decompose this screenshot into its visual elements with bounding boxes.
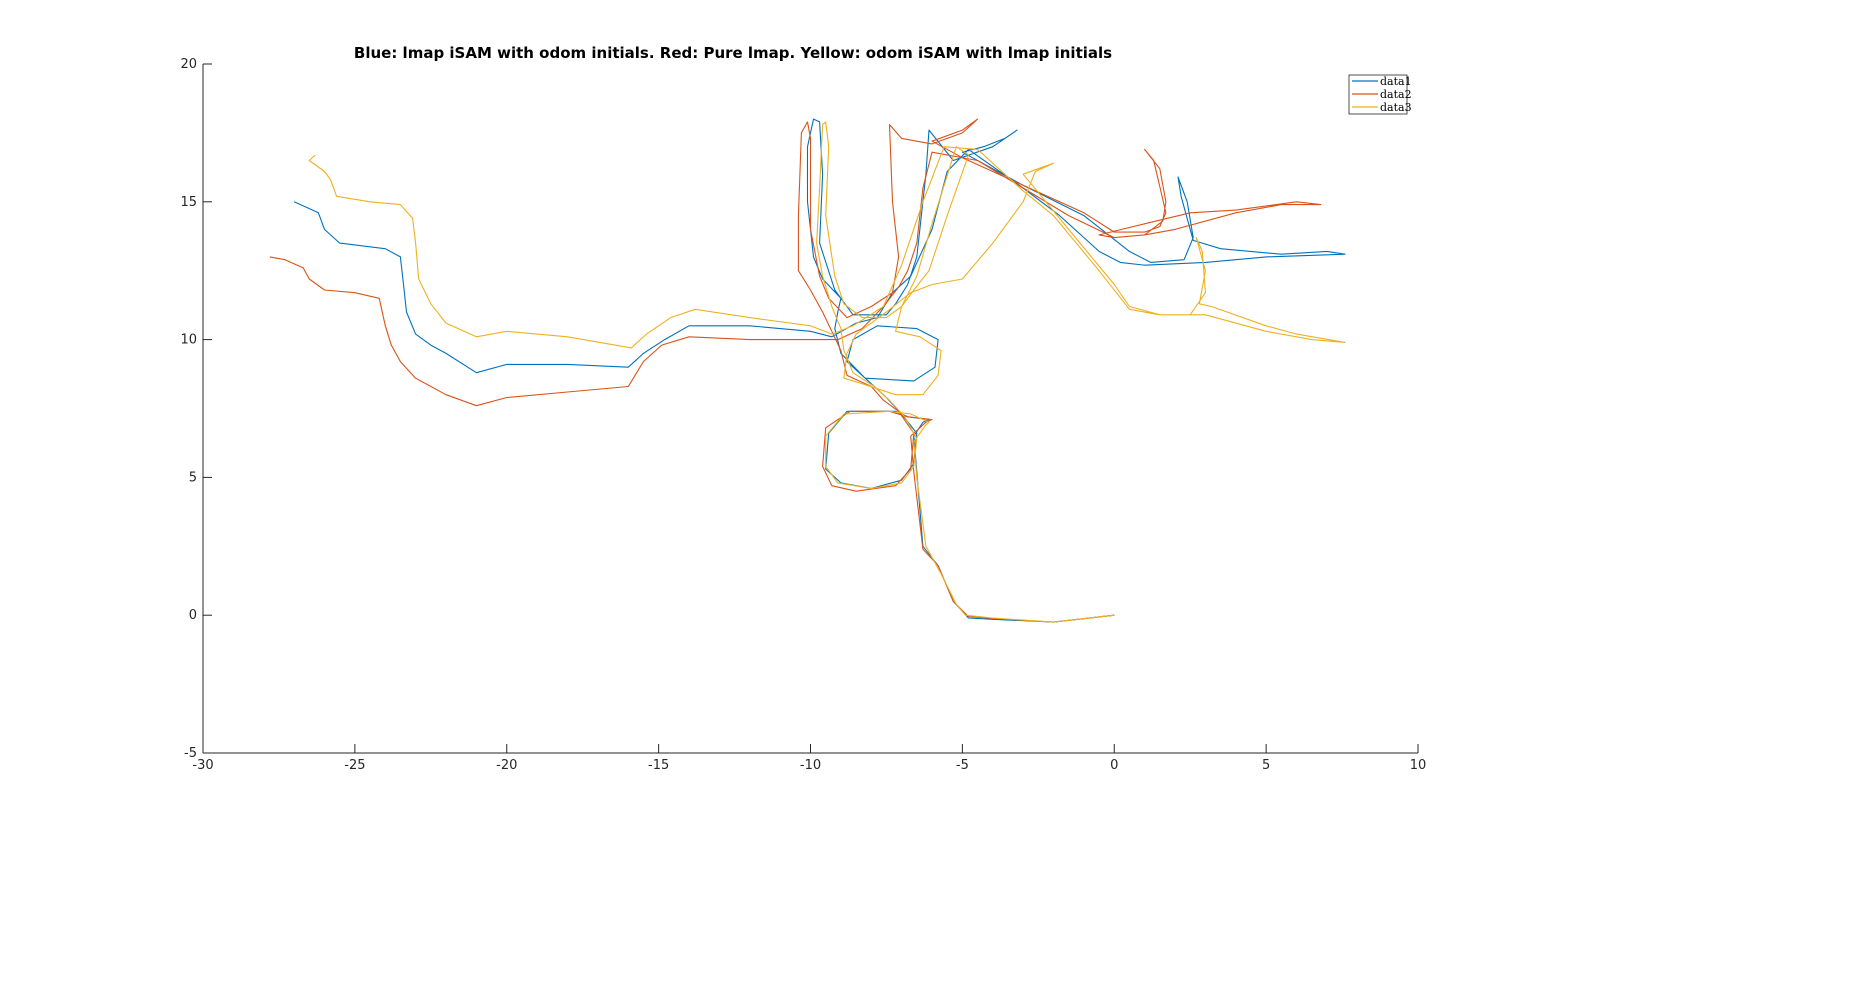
x-tick-label: -5 <box>956 758 969 773</box>
y-tick-label: 0 <box>189 608 197 623</box>
y-tick-label: 10 <box>180 333 197 348</box>
x-tick-label: 5 <box>1262 758 1270 773</box>
y-tick-label: 5 <box>189 470 197 485</box>
series-line-data3 <box>308 121 1346 623</box>
series-lines <box>269 118 1346 623</box>
legend-label-data3: data3 <box>1380 101 1412 114</box>
x-tick-label: -10 <box>800 758 821 773</box>
series-line-data2 <box>269 118 1322 623</box>
series-line-data1 <box>293 118 1346 623</box>
y-tick-label: 15 <box>180 195 197 210</box>
y-ticks: -5 0 5 10 15 20 <box>180 57 212 761</box>
y-tick-label: -5 <box>184 746 197 761</box>
legend-label-data1: data1 <box>1380 75 1412 88</box>
x-tick-label: 10 <box>1410 758 1427 773</box>
chart-title: Blue: lmap iSAM with odom initials. Red:… <box>354 44 1112 62</box>
plot-area: -30 -25 -20 -15 -10 -5 0 5 10 -5 0 5 10 15 20 <box>180 57 1426 773</box>
x-tick-label: -25 <box>344 758 365 773</box>
x-tick-label: -20 <box>496 758 517 773</box>
x-tick-label: -15 <box>648 758 669 773</box>
x-tick-label: -30 <box>192 758 213 773</box>
x-ticks: -30 -25 -20 -15 -10 -5 0 5 10 <box>192 744 1426 773</box>
x-tick-label: 0 <box>1110 758 1118 773</box>
y-tick-label: 20 <box>180 57 197 72</box>
legend-label-data2: data2 <box>1380 88 1412 101</box>
